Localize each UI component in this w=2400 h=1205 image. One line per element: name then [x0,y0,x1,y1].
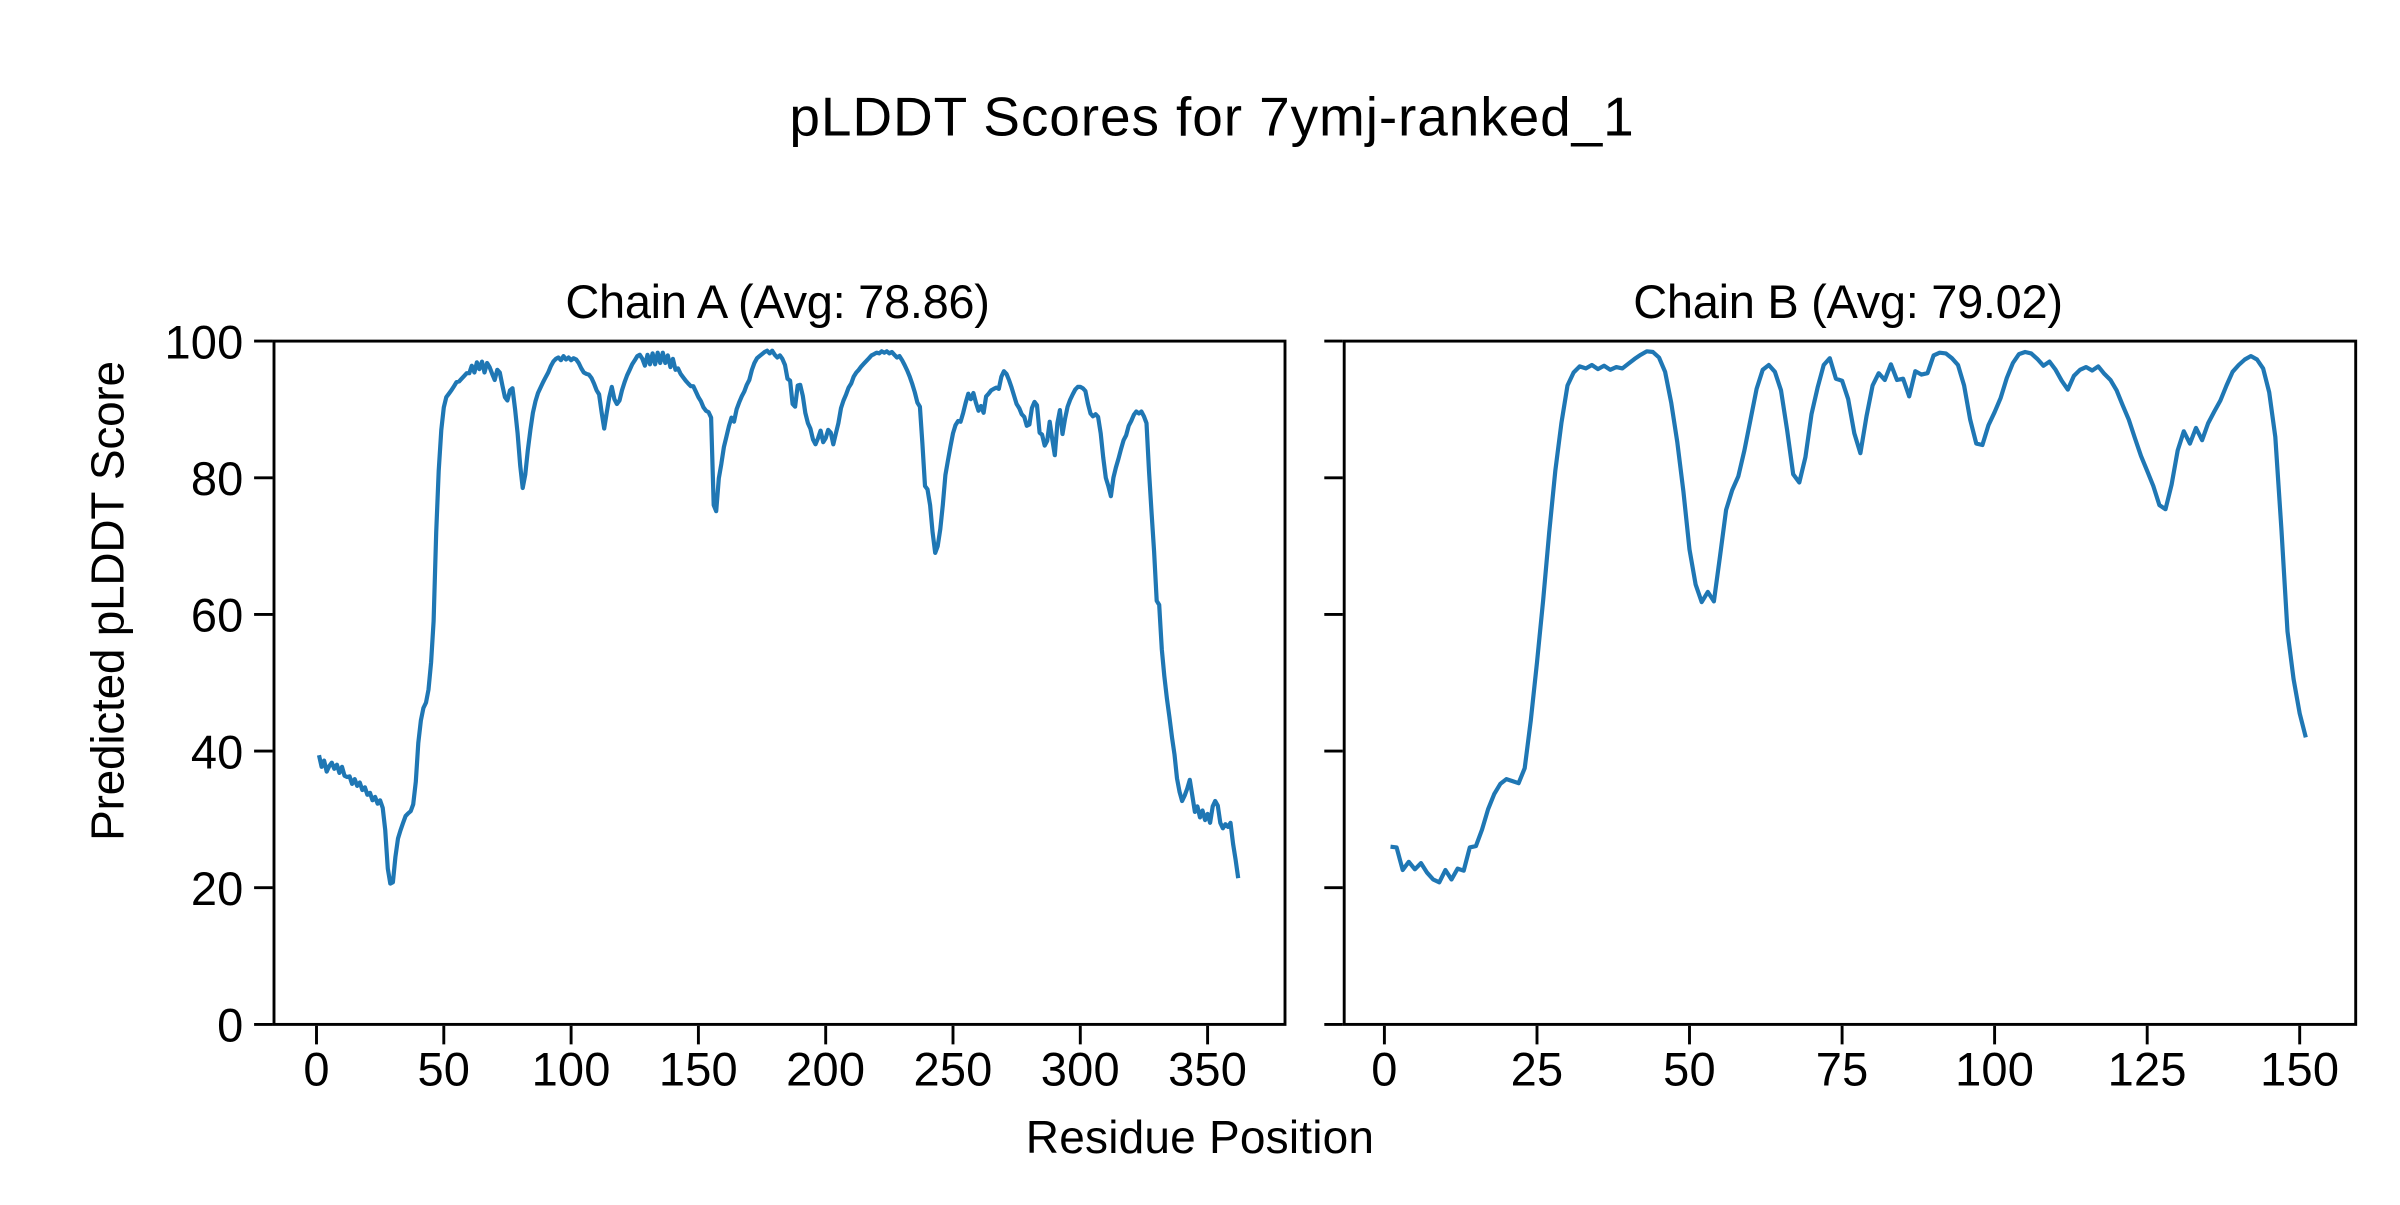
svg-text:Chain A (Avg: 78.86): Chain A (Avg: 78.86) [565,275,989,328]
svg-text:Residue Position: Residue Position [1026,1111,1374,1163]
svg-text:75: 75 [1816,1043,1869,1096]
svg-text:350: 350 [1168,1043,1247,1096]
svg-text:50: 50 [1663,1043,1716,1096]
svg-text:60: 60 [191,589,244,642]
svg-text:200: 200 [786,1043,865,1096]
svg-text:0: 0 [303,1043,329,1096]
svg-text:50: 50 [417,1043,470,1096]
svg-text:80: 80 [191,452,244,505]
svg-text:150: 150 [659,1043,738,1096]
svg-text:0: 0 [1371,1043,1397,1096]
svg-text:250: 250 [913,1043,992,1096]
svg-text:100: 100 [1955,1043,2034,1096]
svg-text:Chain B (Avg: 79.02): Chain B (Avg: 79.02) [1633,275,2062,328]
svg-text:100: 100 [164,315,243,368]
svg-text:pLDDT Scores for 7ymj-ranked_1: pLDDT Scores for 7ymj-ranked_1 [789,85,1634,147]
svg-text:300: 300 [1041,1043,1120,1096]
svg-text:0: 0 [217,999,243,1052]
svg-text:20: 20 [191,862,244,915]
svg-text:40: 40 [191,725,244,778]
svg-text:Predicted pLDDT Score: Predicted pLDDT Score [82,361,134,841]
svg-text:25: 25 [1511,1043,1564,1096]
svg-text:100: 100 [532,1043,611,1096]
svg-text:125: 125 [2108,1043,2187,1096]
svg-text:150: 150 [2260,1043,2339,1096]
